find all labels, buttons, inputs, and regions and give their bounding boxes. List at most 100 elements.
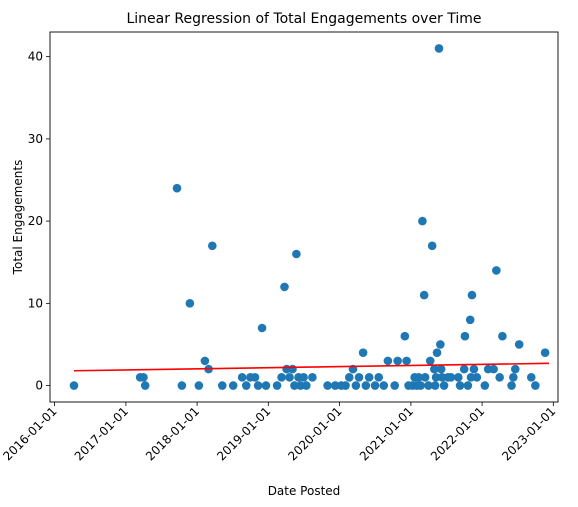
- x-tick-label: 2017-01-01: [72, 404, 131, 463]
- scatter-point: [261, 381, 271, 390]
- scatter-point: [383, 356, 393, 366]
- scatter-point: [425, 356, 435, 366]
- scatter-point: [540, 348, 550, 357]
- scatter-point: [430, 381, 440, 390]
- scatter-point: [344, 373, 354, 382]
- scatter-point: [140, 381, 150, 390]
- x-tick-label: 2020-01-01: [285, 404, 344, 463]
- scatter-point: [390, 381, 400, 390]
- scatter-point: [463, 381, 473, 390]
- scatter-point: [507, 381, 516, 390]
- scatter-point: [454, 373, 463, 382]
- scatter-point: [446, 373, 456, 382]
- scatter-point: [509, 373, 518, 382]
- scatter-point: [400, 331, 410, 341]
- scatter-point: [424, 381, 433, 390]
- scatter-point: [292, 249, 301, 259]
- scatter-point: [290, 381, 299, 390]
- y-axis-label: Total Engagements: [11, 160, 25, 276]
- scatter-point: [200, 356, 210, 366]
- scatter-series: [69, 44, 550, 390]
- scatter-point: [495, 373, 504, 382]
- scatter-point: [430, 364, 439, 374]
- scatter-point: [351, 381, 361, 390]
- x-axis: 2016-01-01 2017-01-01 2018-01-01 2019-01-01…: [0, 402, 558, 463]
- scatter-point: [489, 364, 498, 374]
- scatter-point: [364, 373, 374, 382]
- scatter-point: [498, 331, 507, 341]
- scatter-point: [299, 373, 308, 382]
- scatter-point: [469, 364, 479, 374]
- x-tick-label: 2023-01-01: [499, 404, 558, 463]
- scatter-point: [480, 381, 490, 390]
- scatter-point: [208, 241, 217, 251]
- scatter-point: [341, 381, 350, 390]
- y-tick-label: 20: [28, 214, 43, 228]
- scatter-point: [465, 315, 475, 325]
- x-tick-label: 2018-01-01: [143, 404, 202, 463]
- scatter-point: [472, 373, 482, 382]
- plot-frame: [49, 31, 559, 403]
- scatter-point: [361, 381, 371, 390]
- scatter-point: [330, 381, 340, 390]
- scatter-point: [431, 373, 441, 382]
- scatter-point: [434, 44, 444, 53]
- x-tick-label: 2021-01-01: [357, 404, 416, 463]
- scatter-point: [194, 381, 204, 390]
- chart-title: Linear Regression of Total Engagements o…: [126, 11, 481, 27]
- y-tick-label: 30: [28, 132, 43, 146]
- scatter-point: [280, 282, 289, 292]
- x-axis-label: Date Posted: [268, 484, 341, 498]
- scatter-point: [432, 348, 442, 357]
- y-tick-label: 40: [28, 50, 43, 64]
- y-tick-label: 0: [35, 379, 43, 393]
- scatter-point: [250, 373, 260, 382]
- scatter-point: [237, 373, 247, 382]
- scatter-point: [514, 340, 524, 349]
- scatter-point: [370, 381, 380, 390]
- scatter-point: [302, 381, 311, 390]
- scatter-point: [241, 381, 251, 390]
- scatter-point: [492, 266, 501, 275]
- plot-area: [50, 32, 558, 402]
- scatter-point: [526, 373, 536, 382]
- x-tick-label: 2022-01-01: [428, 404, 487, 463]
- scatter-point: [416, 381, 425, 390]
- regression-line: [73, 362, 550, 372]
- scatter-point: [418, 216, 427, 226]
- scatter-point: [531, 381, 540, 390]
- scatter-point: [427, 241, 437, 251]
- y-axis: 0 10 20 30 40: [28, 50, 50, 393]
- scatter-point: [308, 373, 317, 382]
- scatter-point: [139, 373, 148, 382]
- scatter-point: [323, 381, 332, 390]
- scatter-point: [393, 356, 402, 366]
- scatter-point: [358, 348, 368, 357]
- scatter-point: [455, 381, 465, 390]
- scatter-point: [354, 373, 364, 382]
- x-tick-label: 2019-01-01: [214, 404, 273, 463]
- scatter-point: [172, 183, 182, 193]
- scatter-point: [177, 381, 187, 390]
- scatter-point: [436, 364, 446, 374]
- scatter-point: [402, 356, 411, 366]
- scatter-point: [379, 381, 389, 390]
- scatter-point: [253, 381, 263, 390]
- scatter-point: [69, 381, 79, 390]
- scatter-point: [257, 323, 267, 333]
- scatter-point: [285, 373, 294, 382]
- scatter-point: [419, 290, 429, 300]
- scatter-point: [439, 381, 449, 390]
- scatter-point: [272, 381, 282, 390]
- scatter-point: [277, 373, 286, 382]
- scatter-point: [288, 364, 297, 374]
- x-tick-label: 2016-01-01: [0, 404, 59, 463]
- y-tick-label: 10: [28, 296, 43, 310]
- scatter-point: [228, 381, 238, 390]
- scatter-point: [185, 299, 195, 308]
- scatter-point: [459, 364, 469, 374]
- scatter-point: [436, 340, 445, 349]
- scatter-point: [374, 373, 384, 382]
- scatter-point: [460, 331, 470, 341]
